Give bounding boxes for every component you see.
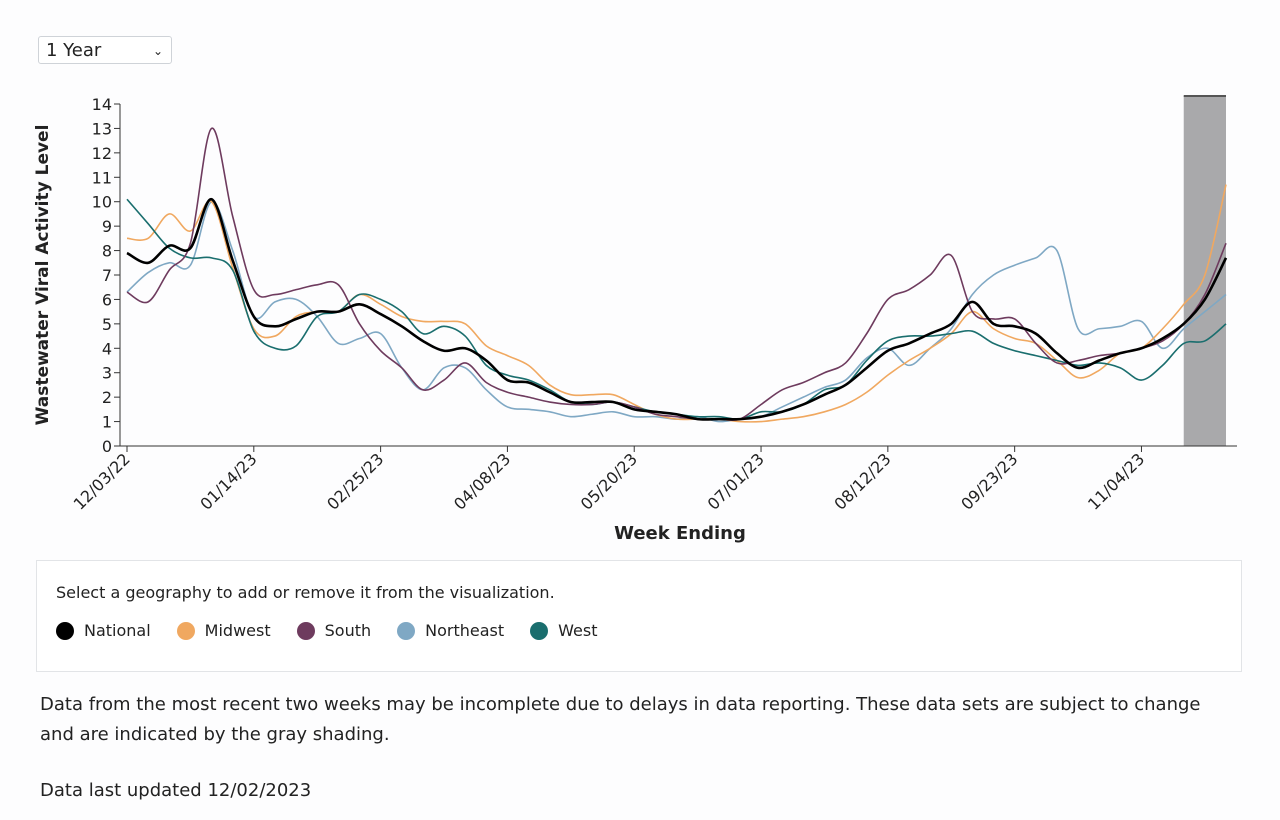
y-tick-label: 12: [92, 144, 112, 163]
series-line: [126, 127, 1227, 422]
y-tick-label: 5: [102, 315, 112, 334]
y-tick-label: 7: [102, 266, 112, 285]
legend-item[interactable]: Midwest: [176, 621, 271, 640]
y-tick-label: 3: [102, 364, 112, 383]
y-tick-label: 14: [92, 95, 112, 114]
caret: ⌄: [152, 44, 163, 58]
y-tick-label: 4: [102, 339, 112, 358]
x-axis-title: Week Ending: [614, 523, 746, 544]
x-tick-label: 05/20/23: [577, 449, 641, 513]
x-tick-label: 04/08/23: [450, 449, 514, 513]
y-tick-label: 2: [102, 388, 112, 407]
x-tick-label: 11/04/23: [1084, 449, 1148, 513]
x-tick-label: 12/03/22: [70, 449, 134, 513]
y-tick-label: 11: [92, 168, 112, 187]
legend-items: National Midwest South Northeast West: [56, 621, 597, 640]
select-value: 1 Year: [46, 40, 102, 61]
series-line: [126, 200, 1227, 423]
legend-prompt: Select a geography to add or remove it f…: [56, 583, 555, 602]
legend-label: South: [324, 621, 372, 640]
note: Data last updated 12/02/2023: [40, 780, 312, 801]
series-line: [126, 197, 1228, 421]
legend-label: National: [84, 621, 151, 640]
x-tick-label: 08/12/23: [830, 449, 894, 513]
y-tick-label: 13: [92, 119, 112, 138]
legend-label: Midwest: [204, 621, 271, 640]
y-tick-label: 9: [102, 217, 112, 236]
legend-label: West: [558, 621, 598, 640]
legend-swatch: [296, 621, 315, 640]
note: Data from the most recent two weeks may …: [40, 694, 1201, 745]
x-tick-label: 07/01/23: [704, 449, 768, 513]
series-line: [126, 198, 1227, 421]
x-tick-label: 09/23/23: [957, 449, 1021, 513]
legend-item[interactable]: Northeast: [397, 621, 504, 640]
legend-label: Northeast: [425, 621, 505, 640]
legend-swatch: [56, 621, 74, 640]
legend-item[interactable]: South: [296, 621, 372, 640]
series-line: [126, 184, 1227, 423]
y-tick-label: 6: [102, 290, 112, 309]
legend-swatch: [530, 621, 549, 640]
y-tick-label: 0: [102, 437, 112, 456]
time-range-select[interactable]: 1 Year ⌄: [38, 36, 172, 64]
legend-item[interactable]: West: [530, 621, 597, 640]
x-tick-label: 01/14/23: [196, 449, 260, 513]
legend-swatch: [176, 621, 195, 640]
y-tick-label: 10: [92, 193, 112, 212]
y-tick-label: 1: [102, 413, 112, 432]
legend: Select a geography to add or remove it f…: [36, 560, 1242, 672]
legend-item[interactable]: National: [56, 621, 151, 640]
x-tick-label: 02/25/23: [323, 449, 387, 513]
y-axis-title: Wastewater Viral Activity Level: [33, 125, 53, 426]
y-tick-label: 8: [102, 242, 112, 261]
legend-swatch: [397, 621, 416, 640]
